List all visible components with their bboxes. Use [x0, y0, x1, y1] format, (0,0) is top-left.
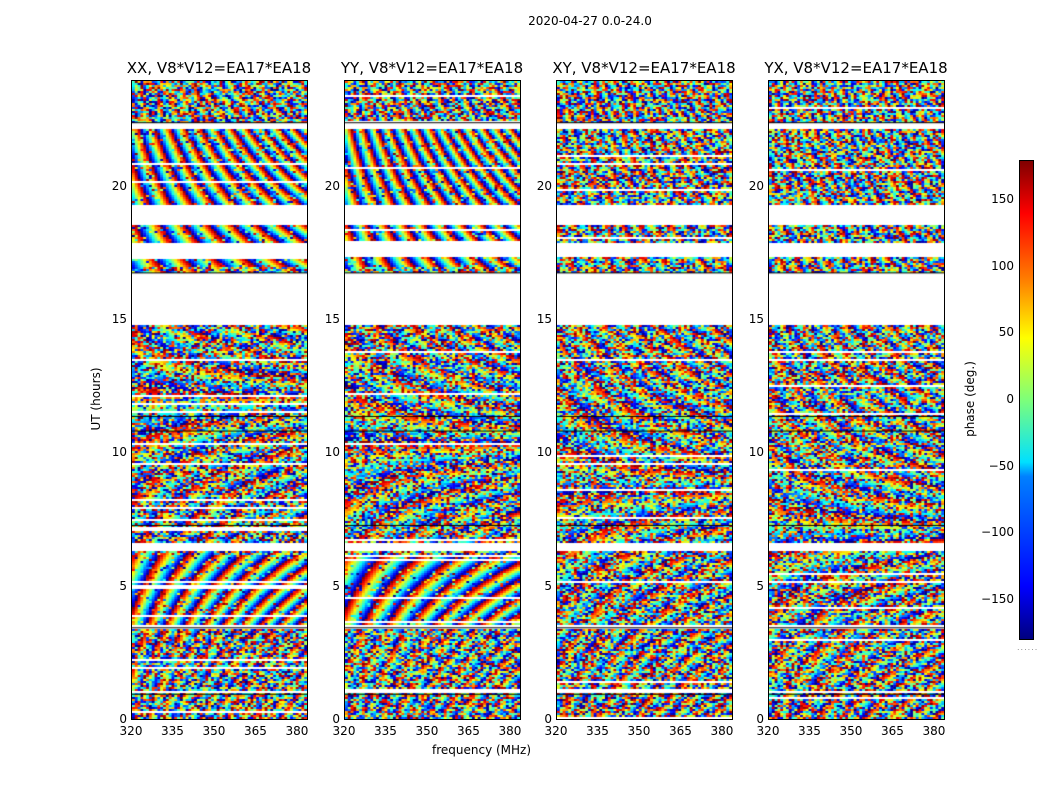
- y-tick-label: 20: [111, 178, 127, 193]
- x-tick-label: 320: [756, 724, 780, 738]
- y-tick-label: 15: [324, 312, 340, 326]
- y-tick-label: 0: [119, 712, 127, 726]
- y-tick-label: 0: [332, 712, 340, 726]
- x-tick-label: 335: [161, 724, 184, 738]
- x-tick-label: 365: [669, 724, 692, 738]
- x-tick-label: 335: [374, 724, 397, 738]
- waterfall-panel-xy: [556, 80, 733, 720]
- colorbar-offset-dots: ......: [1017, 643, 1039, 652]
- figure-title: 2020-04-27 0.0-24.0: [528, 14, 652, 28]
- waterfall-panel-yx: [768, 80, 945, 720]
- waterfall-panel-yy: [344, 80, 521, 720]
- y-tick-label: 10: [111, 445, 127, 460]
- y-tick-label: 20: [536, 178, 552, 193]
- y-tick-label: 20: [324, 178, 340, 193]
- colorbar-tick-label: 100: [991, 258, 1014, 273]
- x-tick-label: 335: [798, 724, 821, 738]
- y-tick-label: 20: [748, 178, 764, 193]
- x-tick-label: 380: [922, 724, 946, 738]
- x-tick-label: 365: [457, 724, 480, 738]
- x-tick-label: 350: [627, 724, 651, 738]
- y-tick-label: 5: [544, 578, 552, 593]
- x-tick-label: 380: [285, 724, 309, 738]
- phase-heatmap: [557, 81, 732, 719]
- x-tick-label: 380: [498, 724, 522, 738]
- y-tick-label: 10: [748, 445, 764, 460]
- y-tick-label: 10: [536, 445, 552, 460]
- y-tick-label: 5: [756, 578, 764, 593]
- y-tick-label: 15: [111, 312, 127, 326]
- phase-heatmap: [132, 81, 307, 719]
- y-tick-label: 15: [748, 312, 764, 326]
- x-tick-label: 350: [415, 724, 439, 738]
- colorbar-tick-label: 150: [991, 192, 1014, 206]
- colorbar-tick-label: −100: [981, 525, 1014, 540]
- y-axis-label: UT (hours): [89, 367, 103, 431]
- panel-title: XX, V8*V12=EA17*EA18: [126, 59, 312, 77]
- colorbar-tick-label: −50: [988, 458, 1014, 473]
- x-axis-label: frequency (MHz): [432, 743, 532, 757]
- panel-title: XY, V8*V12=EA17*EA18: [552, 59, 736, 77]
- colorbar: [1019, 160, 1034, 640]
- y-tick-label: 0: [756, 712, 764, 726]
- waterfall-panel-xx: [131, 80, 308, 720]
- panel-title: YY, V8*V12=EA17*EA18: [340, 59, 524, 77]
- x-tick-label: 365: [881, 724, 904, 738]
- x-tick-label: 365: [244, 724, 267, 738]
- x-tick-label: 380: [710, 724, 734, 738]
- x-tick-label: 350: [839, 724, 863, 738]
- y-tick-label: 0: [544, 712, 552, 726]
- x-tick-label: 335: [586, 724, 609, 738]
- x-tick-label: 320: [119, 724, 143, 738]
- colorbar-label: phase (deg.): [963, 361, 977, 437]
- phase-heatmap: [769, 81, 944, 719]
- y-tick-label: 10: [324, 445, 340, 460]
- phase-heatmap: [345, 81, 520, 719]
- y-tick-label: 5: [332, 578, 340, 593]
- colorbar-tick-label: 0: [1006, 392, 1014, 406]
- panel-title: YX, V8*V12=EA17*EA18: [764, 59, 948, 77]
- x-tick-label: 320: [332, 724, 356, 738]
- colorbar-tick-label: −150: [981, 592, 1014, 606]
- x-tick-label: 350: [202, 724, 226, 738]
- x-tick-label: 320: [544, 724, 568, 738]
- colorbar-tick-label: 50: [998, 325, 1014, 340]
- y-tick-label: 15: [536, 312, 552, 326]
- y-tick-label: 5: [119, 578, 127, 593]
